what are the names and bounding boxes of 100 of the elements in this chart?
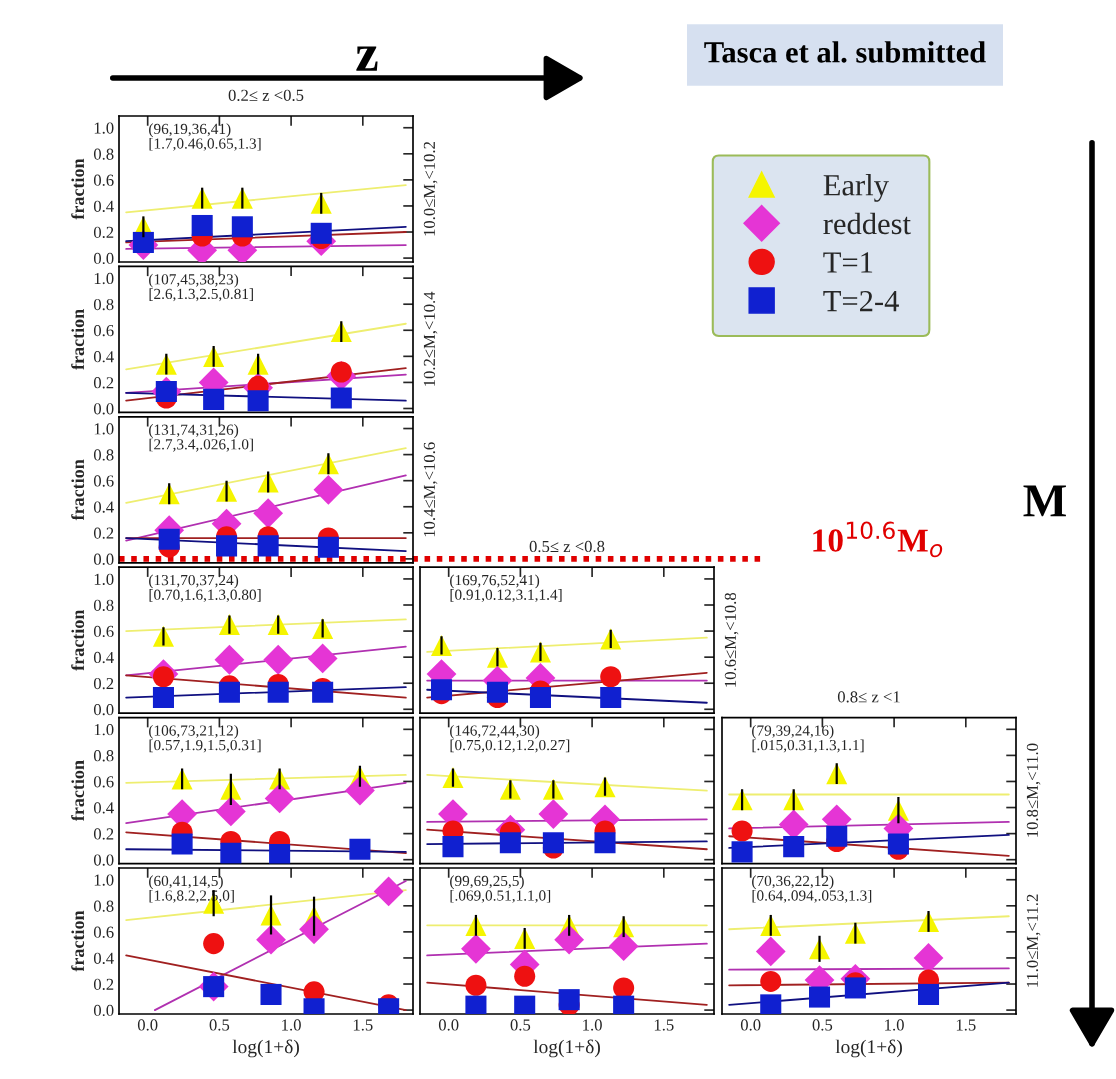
y-tick-label: 0.6 xyxy=(93,625,114,638)
y2-axis-title: 10.8≤M,<11.0 xyxy=(1026,743,1041,837)
y-axis-title: fraction xyxy=(71,760,85,822)
annotation: (60,41,14,5) xyxy=(149,875,223,890)
annotation: [2.7,3.4,.026,1.0] xyxy=(149,438,253,452)
x-tick-label: 0.5 xyxy=(510,1019,531,1031)
ref-line-label: 10$^{10.6}$M$_{o}$ xyxy=(813,521,943,558)
point xyxy=(826,825,848,847)
point xyxy=(731,841,753,863)
annotation: (146,72,44,30) xyxy=(450,724,540,739)
y-tick-label: 0.0 xyxy=(93,1004,114,1017)
y2-axis-title: 11.0≤M,<11.2 xyxy=(1026,894,1041,987)
x-axis-title: log(1+δ) xyxy=(232,1039,299,1058)
point xyxy=(542,832,564,854)
annotation: [0.57,1.9,1.5,0.31] xyxy=(149,739,261,753)
y-tick-label: 1.0 xyxy=(94,272,114,285)
point xyxy=(269,843,291,864)
point xyxy=(613,977,635,999)
y2-axis-title: 10.4≤M,<10.6 xyxy=(423,442,438,537)
annotation: [0.70,1.6,1.3,0.80] xyxy=(149,589,261,603)
point xyxy=(215,796,246,827)
y-axis-title: fraction xyxy=(71,459,85,521)
point xyxy=(220,842,242,864)
point xyxy=(760,994,782,1014)
annotation: [1.7,0.46,0.65,1.3] xyxy=(149,137,261,151)
text: Tasca et al. submitted xyxy=(704,41,986,63)
annotation: (96,19,36,41) xyxy=(149,123,231,138)
point xyxy=(203,933,225,955)
point xyxy=(465,974,487,996)
annotation: (131,70,37,24) xyxy=(149,574,239,589)
annotation: (106,73,21,12) xyxy=(149,724,239,739)
point xyxy=(191,214,213,237)
legend-label: reddest xyxy=(823,212,911,235)
point xyxy=(267,681,289,703)
y-tick-label: 0.0 xyxy=(93,553,114,565)
point xyxy=(152,666,174,688)
point xyxy=(317,536,339,558)
point xyxy=(461,933,491,964)
y-tick-label: 0.6 xyxy=(93,776,114,788)
point xyxy=(514,995,536,1014)
y-tick-label: 0.4 xyxy=(93,651,114,664)
y-tick-label: 0.2 xyxy=(93,377,114,389)
x-tick-label: 1.5 xyxy=(654,1019,674,1031)
y-tick-label: 0.0 xyxy=(93,403,114,415)
point xyxy=(330,387,352,409)
y-tick-label: 1.0 xyxy=(94,573,114,585)
annotation: [2.6,1.3,2.5,0.81] xyxy=(149,288,253,302)
y2-axis-title: 10.2≤M,<10.4 xyxy=(423,291,438,386)
point xyxy=(260,983,282,1005)
x-tick-label: 0.0 xyxy=(740,1019,761,1031)
x-axis-title: log(1+δ) xyxy=(835,1039,902,1058)
text: z xyxy=(356,46,378,71)
chart-title: 0.5≤ z <0.8 xyxy=(529,540,605,553)
point xyxy=(913,943,944,973)
y-axis-title: fraction xyxy=(71,158,85,220)
x-axis-title: log(1+δ) xyxy=(533,1039,600,1058)
legend-label: T=1 xyxy=(823,252,873,273)
y-tick-label: 1.0 xyxy=(94,122,114,134)
y-tick-label: 0.8 xyxy=(93,750,114,762)
x-tick-label: 0.5 xyxy=(812,1019,833,1031)
y-tick-label: 0.4 xyxy=(93,200,114,212)
y-tick-label: 0.6 xyxy=(93,475,114,487)
y-tick-label: 0.4 xyxy=(93,351,114,363)
y-tick-label: 0.6 xyxy=(93,174,114,186)
legend-label: T=2-4 xyxy=(823,290,899,312)
point xyxy=(214,644,245,675)
point xyxy=(554,924,585,955)
y-tick-label: 0.2 xyxy=(93,677,114,690)
y-tick-label: 0.0 xyxy=(93,252,114,265)
annotation: [0.64,.094,.053,1.3] xyxy=(752,889,872,903)
x-tick-label: 1.0 xyxy=(885,1019,904,1031)
point xyxy=(264,783,295,814)
x-tick-label: 0.0 xyxy=(137,1019,158,1031)
y-axis-title: fraction xyxy=(71,910,85,972)
text: M xyxy=(1023,485,1066,517)
y-tick-label: 0.6 xyxy=(93,324,114,337)
point xyxy=(310,222,332,244)
point xyxy=(538,799,569,829)
point xyxy=(486,681,508,703)
point xyxy=(257,535,279,557)
x-tick-label: 0.5 xyxy=(209,1019,230,1031)
point xyxy=(373,876,404,907)
point xyxy=(256,924,286,955)
annotation: (107,45,38,23) xyxy=(149,273,239,288)
y-tick-label: 0.2 xyxy=(93,226,114,239)
point xyxy=(731,820,753,842)
y-tick-label: 0.0 xyxy=(93,703,114,716)
point xyxy=(253,498,284,529)
x-tick-label: 1.0 xyxy=(583,1019,602,1031)
point xyxy=(755,936,786,967)
point xyxy=(345,775,375,806)
y-tick-label: 0.8 xyxy=(93,298,114,311)
y-axis-title: fraction xyxy=(71,609,85,671)
point xyxy=(808,986,831,1008)
annotation: [0.91,0.12,3.1,1.4] xyxy=(450,589,562,603)
annotation: (169,76,52,41) xyxy=(450,574,540,589)
point xyxy=(600,687,622,709)
y-tick-label: 0.4 xyxy=(93,501,114,513)
chart-title: 0.2≤ z <0.5 xyxy=(228,89,304,101)
point xyxy=(499,832,521,854)
